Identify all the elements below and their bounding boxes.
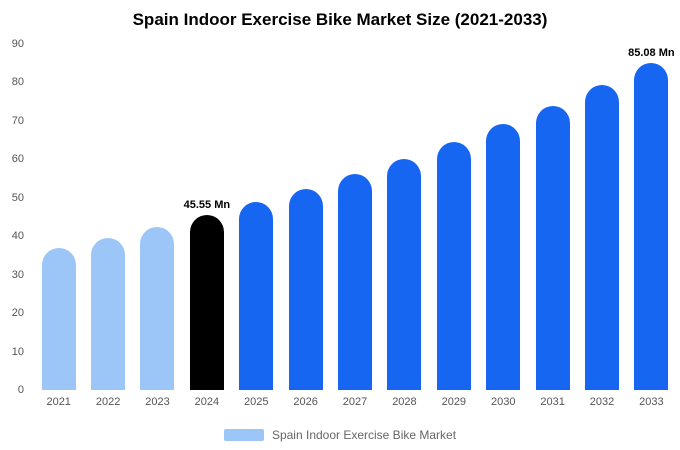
bar-column bbox=[479, 44, 528, 390]
bar-2025 bbox=[239, 202, 274, 390]
bar-column bbox=[528, 44, 577, 390]
bar-column bbox=[232, 44, 281, 390]
x-axis: 2021 2022 2023 2024 2025 2026 2027 2028 2029 2030… bbox=[34, 396, 676, 408]
x-tick-label: 2025 bbox=[244, 396, 269, 408]
y-tick-label: 30 bbox=[11, 268, 24, 281]
x-tick-label: 2028 bbox=[392, 396, 417, 408]
legend-label: Spain Indoor Exercise Bike Market bbox=[271, 428, 457, 442]
y-tick-label: 50 bbox=[11, 191, 24, 204]
bar-2029 bbox=[436, 142, 471, 390]
bar-column bbox=[83, 44, 132, 390]
bar-2022 bbox=[91, 237, 126, 390]
plot-area: 45.55 Mn 85.08 Mn bbox=[34, 44, 676, 390]
bar-column bbox=[281, 44, 330, 390]
bar-column bbox=[577, 44, 626, 390]
legend-swatch bbox=[223, 429, 264, 441]
bar-2028 bbox=[387, 158, 422, 390]
x-tick-label: 2027 bbox=[342, 396, 368, 408]
y-tick-label: 90 bbox=[11, 38, 24, 50]
bar-column bbox=[330, 44, 379, 390]
x-tick-label: 2030 bbox=[490, 396, 516, 408]
x-tick-label: 2024 bbox=[194, 396, 220, 408]
bar-column bbox=[34, 44, 83, 390]
y-tick-label: 80 bbox=[11, 76, 24, 89]
x-tick-label: 2029 bbox=[441, 396, 467, 408]
bar-2031 bbox=[535, 105, 570, 390]
bar-2026 bbox=[288, 188, 323, 390]
bar-value-label: 85.08 Mn bbox=[628, 46, 675, 59]
bar-2030 bbox=[486, 124, 521, 390]
bar-2023 bbox=[140, 226, 175, 390]
x-tick-label: 2021 bbox=[46, 396, 71, 408]
bar-2033 bbox=[634, 62, 669, 390]
y-tick-label: 10 bbox=[11, 345, 24, 358]
bar-column: 85.08 Mn bbox=[627, 44, 676, 390]
bar-2021 bbox=[41, 247, 76, 390]
bar-column bbox=[429, 44, 478, 390]
bar-2024 bbox=[189, 214, 224, 390]
x-tick-label: 2023 bbox=[145, 396, 170, 408]
x-tick-label: 2032 bbox=[589, 396, 615, 408]
y-tick-label: 0 bbox=[17, 384, 24, 396]
bars: 45.55 Mn 85.08 Mn bbox=[34, 44, 676, 390]
bar-2027 bbox=[338, 174, 373, 390]
y-tick-label: 40 bbox=[11, 230, 24, 243]
bar-2032 bbox=[584, 84, 619, 390]
bar-column: 45.55 Mn bbox=[182, 44, 231, 390]
chart-title: Spain Indoor Exercise Bike Market Size (… bbox=[132, 10, 548, 29]
legend: Spain Indoor Exercise Bike Market bbox=[0, 428, 680, 442]
x-tick-label: 2031 bbox=[540, 396, 565, 408]
bar-column bbox=[380, 44, 429, 390]
bar-column bbox=[133, 44, 182, 390]
y-tick-label: 20 bbox=[11, 307, 24, 320]
bar-value-label: 45.55 Mn bbox=[183, 198, 231, 211]
x-tick-label: 2026 bbox=[293, 396, 318, 408]
y-tick-label: 60 bbox=[11, 153, 24, 166]
x-tick-label: 2033 bbox=[639, 396, 664, 408]
x-tick-label: 2022 bbox=[95, 396, 121, 408]
y-axis: 0 10 20 30 40 50 60 70 80 90 bbox=[0, 38, 30, 396]
y-tick-label: 70 bbox=[11, 114, 24, 127]
